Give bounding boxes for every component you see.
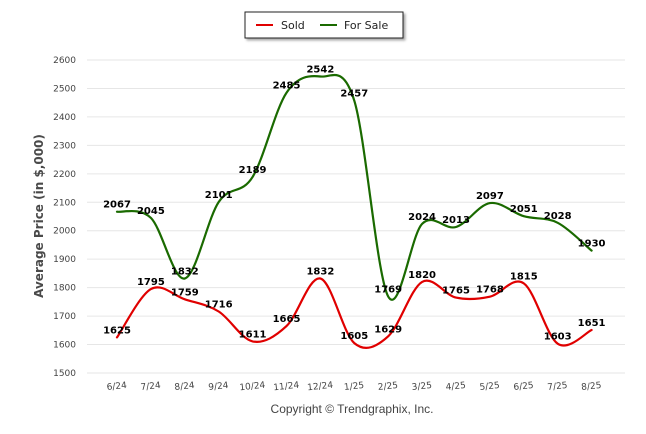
data-label-for-sale: 2097 xyxy=(476,191,504,202)
x-tick-label: 7/25 xyxy=(547,381,568,393)
x-tick-label: 6/24 xyxy=(106,381,127,393)
data-label-sold: 1603 xyxy=(544,332,572,343)
data-label-sold: 1815 xyxy=(510,271,538,282)
series-line-sold xyxy=(115,277,593,349)
x-tick-label: 1/25 xyxy=(344,381,365,393)
y-tick-label: 1500 xyxy=(53,369,76,379)
data-label-for-sale: 1769 xyxy=(374,284,402,295)
copyright-footer: Copyright © Trendgraphix, Inc. xyxy=(271,402,434,416)
legend-label-for-sale: For Sale xyxy=(344,19,388,32)
x-tick-label: 2/25 xyxy=(377,381,398,393)
data-label-sold: 1651 xyxy=(578,318,606,329)
y-tick-label: 2600 xyxy=(53,56,76,66)
data-label-for-sale: 2189 xyxy=(239,165,267,176)
x-tick-label: 6/25 xyxy=(513,381,534,393)
y-tick-label: 2100 xyxy=(53,198,76,208)
data-labels: 1625 1795 1759 1716 1611 1665 1832 1605 1629 1820… xyxy=(103,65,605,343)
data-label-sold: 1611 xyxy=(239,329,267,340)
x-axis-ticks: 6/24 7/24 8/24 9/24 10/24 11/24 12/24 1/25 2/25 3… xyxy=(106,381,602,394)
y-tick-label: 2400 xyxy=(53,113,76,123)
series-line-for-sale xyxy=(115,73,593,301)
data-label-for-sale: 2028 xyxy=(544,211,572,222)
legend-label-sold: Sold xyxy=(281,19,305,32)
y-tick-label: 1700 xyxy=(53,312,76,322)
x-tick-label: 11/24 xyxy=(273,381,300,394)
data-label-for-sale: 2067 xyxy=(103,200,131,211)
series-lines xyxy=(115,73,593,349)
data-label-sold: 1795 xyxy=(137,277,165,288)
x-tick-label: 8/25 xyxy=(581,381,602,393)
grid xyxy=(87,59,625,374)
y-tick-label: 1600 xyxy=(53,341,76,351)
data-label-for-sale: 2045 xyxy=(137,206,165,217)
y-tick-label: 2200 xyxy=(53,170,76,180)
y-tick-label: 2300 xyxy=(53,141,76,151)
y-axis-ticks: 1500 1600 1700 1800 1900 2000 2100 2200 2300 2400… xyxy=(53,56,76,379)
x-tick-label: 9/24 xyxy=(208,381,229,393)
x-tick-label: 4/25 xyxy=(445,381,466,393)
y-tick-label: 2000 xyxy=(53,227,76,237)
data-label-sold: 1625 xyxy=(103,325,131,336)
y-tick-label: 1800 xyxy=(53,284,76,294)
y-axis-title: Average Price (in $,000) xyxy=(32,134,46,298)
data-label-sold: 1832 xyxy=(306,267,334,278)
data-label-sold: 1716 xyxy=(205,300,233,311)
data-label-sold: 1605 xyxy=(340,331,368,342)
data-label-for-sale: 2024 xyxy=(408,212,436,223)
x-tick-label: 10/24 xyxy=(239,381,266,394)
data-label-for-sale: 2485 xyxy=(273,81,301,92)
data-label-for-sale: 2542 xyxy=(306,65,334,76)
data-label-sold: 1665 xyxy=(273,314,301,325)
x-tick-label: 5/25 xyxy=(479,381,500,393)
x-tick-label: 12/24 xyxy=(307,381,334,394)
data-label-sold: 1765 xyxy=(442,286,470,297)
data-label-for-sale: 2013 xyxy=(442,215,470,226)
data-label-sold: 1629 xyxy=(374,324,402,335)
data-label-sold: 1759 xyxy=(171,287,199,298)
x-tick-label: 8/24 xyxy=(174,381,195,393)
x-tick-label: 3/25 xyxy=(411,381,432,393)
data-label-sold: 1768 xyxy=(476,285,504,296)
data-label-for-sale: 2051 xyxy=(510,204,538,215)
data-label-for-sale: 2101 xyxy=(205,190,233,201)
data-label-sold: 1820 xyxy=(408,270,436,281)
y-tick-label: 2500 xyxy=(53,84,76,94)
data-label-for-sale: 1930 xyxy=(578,239,606,250)
x-tick-label: 7/24 xyxy=(140,381,161,393)
y-tick-label: 1900 xyxy=(53,255,76,265)
data-label-for-sale: 2457 xyxy=(340,89,368,100)
legend: Sold For Sale xyxy=(244,11,404,39)
data-label-for-sale: 1832 xyxy=(171,267,199,278)
